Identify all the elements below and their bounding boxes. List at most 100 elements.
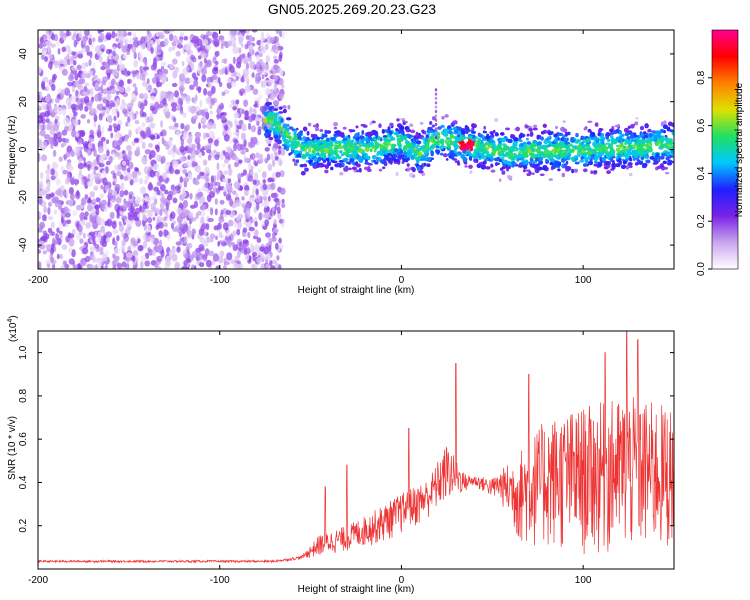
spectrogram-cell xyxy=(360,124,366,127)
spectrogram-cell xyxy=(149,116,153,123)
spectrogram-cell xyxy=(100,84,104,92)
spectrogram-cell xyxy=(45,169,52,175)
spectrogram-cell xyxy=(119,190,125,198)
spectrogram-cell xyxy=(116,235,120,242)
spectrogram-cell xyxy=(270,182,276,191)
spectrogram-cell xyxy=(441,116,445,120)
spectrogram-cell xyxy=(273,218,277,225)
spectrogram-cell xyxy=(206,121,213,130)
spectrogram-cell xyxy=(643,135,649,139)
spectrogram-cell xyxy=(223,257,228,266)
spectrogram-cell xyxy=(75,132,80,138)
spectrogram-cell xyxy=(297,136,302,140)
spectrogram-cell xyxy=(115,37,120,42)
spectrogram-cell xyxy=(242,68,249,77)
spectrogram-cell xyxy=(222,177,229,183)
spectrogram-cell xyxy=(172,35,178,44)
spectrogram-cell xyxy=(217,255,224,264)
spectrogram-cell xyxy=(562,120,566,123)
spectrogram-cell xyxy=(125,159,130,166)
spectrogram-cell xyxy=(58,58,65,65)
spectrogram-cell xyxy=(96,130,102,138)
spectrogram-cell xyxy=(190,264,195,269)
spectrogram-cell xyxy=(212,31,219,40)
spectrogram-cell xyxy=(282,108,287,114)
spectrogram-cell xyxy=(275,242,279,250)
spectrogram-cell xyxy=(71,35,76,41)
spectrogram-cell xyxy=(265,97,270,103)
spectrogram-cell xyxy=(179,110,184,115)
spectrogram-cell xyxy=(80,114,86,119)
spectrogram-cell xyxy=(85,45,90,53)
spectrogram-cell xyxy=(73,118,79,127)
spectrogram-cell xyxy=(223,134,230,142)
spectrogram-cell xyxy=(601,156,606,162)
spectrogram-cell xyxy=(406,163,410,167)
spectrogram-cell xyxy=(238,119,244,126)
spectrogram-cell xyxy=(199,99,203,108)
spectrogram-cell xyxy=(150,235,155,244)
spectrogram-cell xyxy=(432,116,436,121)
spectrogram-cell xyxy=(61,244,68,250)
spectrogram-cell xyxy=(74,146,81,152)
spectrogram-cell xyxy=(224,67,228,76)
spectrogram-cell xyxy=(287,104,291,110)
spectrogram-cell xyxy=(84,105,89,112)
spectrogram-cell xyxy=(200,216,205,225)
spectrogram-cell xyxy=(161,192,165,202)
spectrogram-cell xyxy=(98,55,103,63)
spectrogram-cell xyxy=(83,176,87,185)
spectrogram-cell xyxy=(140,186,147,195)
spectrogram-cell xyxy=(403,135,408,141)
spectrogram-cell xyxy=(92,61,96,70)
spectrogram-cell xyxy=(277,264,282,269)
spectrogram-cell xyxy=(177,39,184,45)
spectrogram-cell xyxy=(557,168,561,172)
spectrogram-cell xyxy=(191,160,196,168)
spectrogram-cell xyxy=(155,224,160,230)
spectrogram-cell xyxy=(250,136,254,144)
spectrogram-cell xyxy=(201,253,208,260)
spectrogram-cell xyxy=(202,159,208,166)
spectrogram-cell xyxy=(603,166,609,170)
spectrogram-cell xyxy=(212,253,219,262)
spectrogram-cell xyxy=(153,163,160,170)
spectrogram-cell xyxy=(202,124,207,129)
spectrogram-cell xyxy=(141,156,148,165)
spectrogram-cell xyxy=(53,33,58,42)
spectrogram-cell xyxy=(230,72,235,77)
spectrogram-cell xyxy=(110,132,114,139)
spectrogram-cell xyxy=(149,95,156,101)
spectrogram-cell xyxy=(245,214,251,220)
spectrogram-cell xyxy=(99,193,105,200)
spectrogram-cell xyxy=(277,145,282,150)
spectrogram-cell xyxy=(276,255,280,261)
spectrogram-cell xyxy=(267,195,271,202)
spectrogram-cell xyxy=(87,196,92,203)
spectrogram-cell xyxy=(147,216,153,224)
spectrogram-cell xyxy=(119,211,124,216)
spectrogram-cell xyxy=(38,104,42,110)
spectrogram-cell xyxy=(418,132,421,137)
spectrogram-cell xyxy=(232,190,237,195)
spectrogram-cell xyxy=(38,249,42,254)
spectrogram-cell xyxy=(163,38,169,46)
spectrogram-cell xyxy=(538,160,543,165)
spectrogram-cell xyxy=(143,166,148,175)
spectrogram-cell xyxy=(220,209,224,215)
spectrogram-cell xyxy=(93,168,97,176)
spectrogram-cell xyxy=(409,123,414,127)
spectrogram-cell xyxy=(110,88,116,95)
spectrogram-cell xyxy=(516,157,520,162)
spectrogram-cell xyxy=(532,127,538,131)
spectrogram-cell xyxy=(440,124,445,128)
spectrogram-cell xyxy=(48,137,53,145)
spectrogram-cell xyxy=(276,200,281,207)
spectrogram-cell xyxy=(358,140,362,144)
spectrogram-cell xyxy=(111,189,118,197)
spectrogram-cell xyxy=(162,97,167,106)
spectrogram-cell xyxy=(94,264,98,269)
spectrogram-cell xyxy=(244,254,250,261)
spectrogram-cell xyxy=(66,58,71,66)
spectrogram-cell xyxy=(348,129,353,132)
